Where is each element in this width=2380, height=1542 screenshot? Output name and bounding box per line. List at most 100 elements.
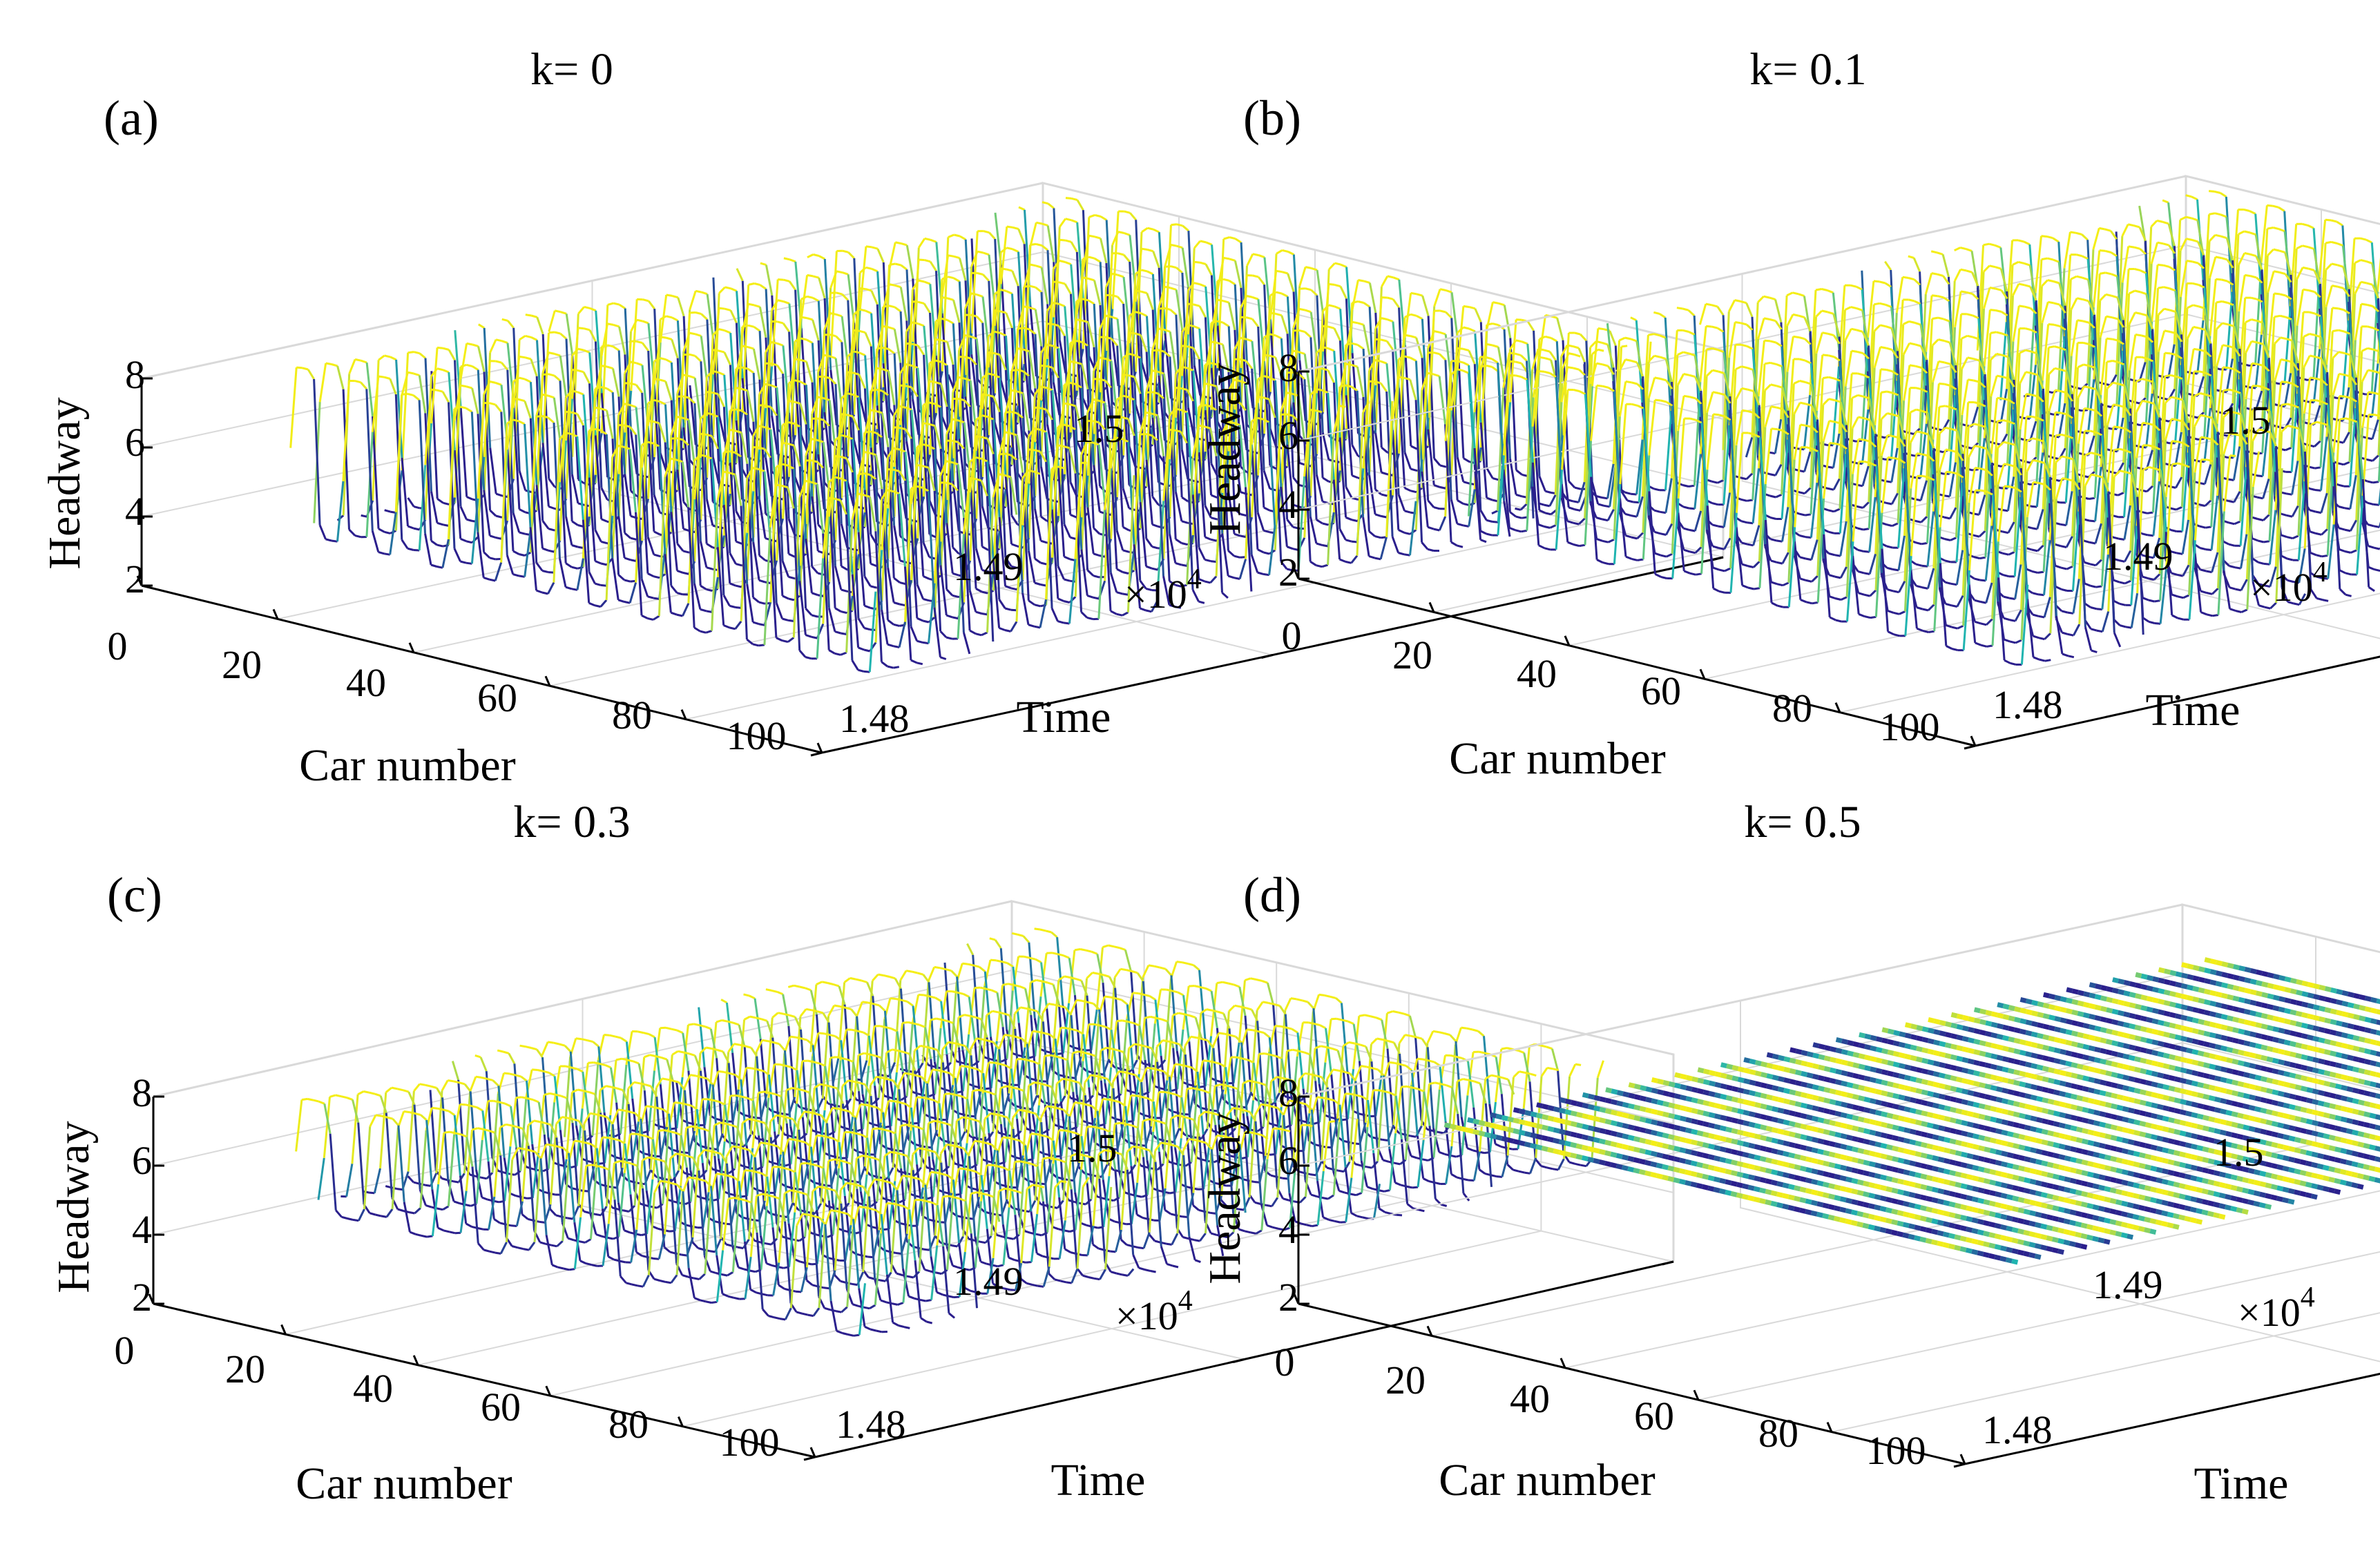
surface-segment — [1374, 535, 1381, 539]
surface-segment — [864, 627, 871, 631]
surface-segment — [1098, 421, 1106, 431]
surface-segment — [1017, 369, 1024, 373]
surface-segment — [1463, 326, 1470, 330]
surface-segment — [1053, 262, 1061, 392]
surface-segment — [1433, 484, 1441, 488]
surface-segment — [2366, 459, 2373, 462]
surface-segment — [747, 367, 755, 374]
surface-segment — [1292, 254, 1301, 360]
surface-segment — [2257, 518, 2264, 521]
surface-segment — [1345, 342, 1352, 346]
surface-segment — [712, 307, 720, 375]
surface-segment — [870, 447, 879, 522]
surface-segment — [1445, 311, 1452, 319]
surface-segment — [683, 353, 690, 356]
surface-segment — [841, 392, 848, 400]
surface-segment — [1215, 456, 1223, 593]
surface-segment — [676, 358, 685, 502]
surface-segment — [1387, 275, 1394, 279]
surface-segment — [695, 289, 702, 293]
surface-segment — [676, 320, 685, 428]
surface-segment — [711, 456, 720, 484]
surface-segment — [1350, 385, 1359, 392]
surface-segment — [705, 499, 714, 526]
surface-segment — [899, 405, 906, 409]
surface-segment — [2280, 336, 2287, 340]
surface-segment — [1509, 338, 1517, 470]
surface-segment — [1268, 398, 1276, 418]
surface-segment — [1205, 558, 1211, 563]
surface-segment — [706, 349, 714, 416]
surface-segment — [1246, 365, 1254, 409]
surface-segment — [905, 321, 914, 332]
surface-segment — [1093, 280, 1102, 306]
surface-segment — [436, 346, 443, 349]
surface-segment — [1538, 476, 1546, 492]
surface-segment — [963, 399, 971, 408]
surface-segment — [302, 367, 309, 371]
surface-segment — [1139, 392, 1148, 508]
surface-segment — [548, 351, 555, 355]
surface-segment — [865, 288, 872, 292]
surface-segment — [1187, 262, 1196, 335]
surface-segment — [1229, 258, 1236, 262]
surface-segment — [836, 313, 843, 318]
surface-segment — [1158, 307, 1165, 310]
surface-segment — [630, 360, 637, 365]
surface-segment — [1410, 490, 1417, 494]
surface-segment — [741, 378, 750, 458]
surface-segment — [1234, 238, 1242, 244]
surface-segment — [1310, 289, 1318, 296]
surface-segment — [1397, 494, 1406, 512]
grid-line-z — [141, 182, 1724, 379]
surface-segment — [888, 305, 895, 309]
surface-segment — [1128, 396, 1135, 401]
surface-segment — [1057, 597, 1064, 602]
surface-segment — [671, 316, 679, 322]
surface-segment — [847, 350, 854, 358]
surface-segment — [910, 387, 919, 398]
surface-segment — [1356, 412, 1364, 556]
surface-segment — [1250, 445, 1259, 550]
surface-segment — [525, 334, 532, 338]
surface-segment — [1057, 325, 1066, 337]
surface-segment — [941, 255, 950, 296]
surface-segment — [1403, 376, 1411, 381]
surface-segment — [436, 367, 443, 372]
surface-segment — [1216, 325, 1225, 412]
surface-segment — [1134, 332, 1142, 336]
surface-segment — [436, 389, 443, 393]
surface-segment — [1145, 432, 1152, 436]
surface-segment — [1104, 502, 1112, 611]
surface-segment — [1591, 349, 1599, 356]
surface-segment — [847, 251, 855, 259]
z-tick-label: 6 — [125, 420, 145, 465]
surface-segment — [923, 575, 930, 580]
surface-segment — [1023, 264, 1031, 289]
surface-segment — [981, 568, 988, 573]
surface-segment — [1042, 201, 1048, 205]
surface-segment — [689, 331, 695, 336]
surface-segment — [1046, 304, 1055, 433]
surface-segment — [354, 380, 361, 384]
surface-segment — [1028, 328, 1036, 335]
surface-segment — [2186, 260, 2193, 263]
surface-segment — [1169, 309, 1177, 316]
surface-segment — [1209, 427, 1218, 456]
surface-segment — [718, 349, 725, 354]
surface-segment — [852, 394, 860, 398]
surface-segment — [554, 331, 561, 335]
surface-segment — [1298, 267, 1307, 287]
surface-segment — [922, 542, 930, 558]
surface-segment — [1099, 423, 1107, 470]
surface-segment — [1385, 340, 1394, 351]
surface-segment — [571, 327, 579, 399]
surface-segment — [1246, 316, 1253, 320]
surface-segment — [1221, 401, 1229, 493]
surface-segment — [918, 238, 926, 249]
surface-segment — [1463, 481, 1470, 485]
surface-segment — [1198, 600, 1205, 604]
surface-segment — [1140, 607, 1146, 612]
surface-segment — [1257, 375, 1265, 380]
surface-segment — [1086, 389, 1095, 528]
